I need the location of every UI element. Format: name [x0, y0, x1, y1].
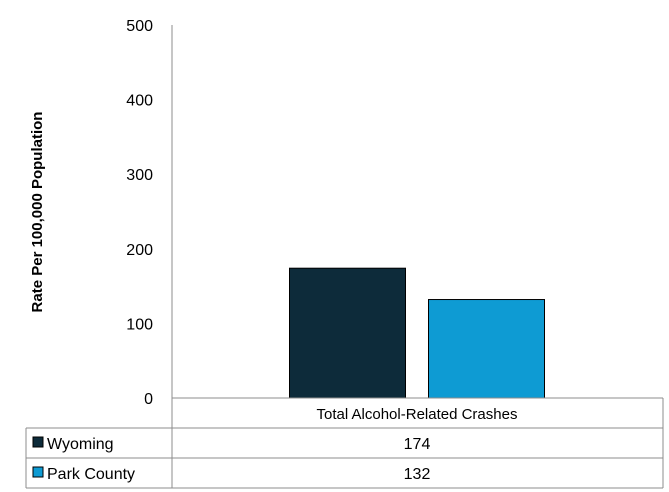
y-tick-label: 400: [126, 93, 153, 110]
table-value-park-county: 132: [404, 466, 431, 483]
legend-label-park-county: Park County: [47, 466, 135, 483]
y-tick-label: 0: [144, 391, 153, 408]
legend-key-wyoming: [32, 436, 44, 448]
bar-park-county: [428, 299, 545, 399]
y-tick-label: 200: [126, 242, 153, 259]
y-tick-label: 100: [126, 316, 153, 333]
y-tick-labels: 0 100 200 300 400 500: [126, 18, 153, 408]
legend-label-wyoming: Wyoming: [47, 436, 114, 453]
y-tick-label: 300: [126, 167, 153, 184]
y-tick-label: 500: [126, 18, 153, 35]
bars: [289, 267, 545, 399]
data-table: Total Alcohol-Related Crashes Wyoming 174…: [25, 397, 664, 489]
legend-key-park-county: [32, 466, 44, 478]
data-table-rows: Wyoming 174 Park County 132: [32, 436, 431, 483]
y-axis-label: Rate Per 100,000 Population: [29, 112, 46, 313]
bar-wyoming: [289, 267, 406, 399]
category-label: Total Alcohol-Related Crashes: [317, 406, 518, 423]
table-value-wyoming: 174: [404, 436, 431, 453]
y-axis: 0 100 200 300 400 500 Rate Per 100,000 Popula…: [29, 18, 173, 408]
